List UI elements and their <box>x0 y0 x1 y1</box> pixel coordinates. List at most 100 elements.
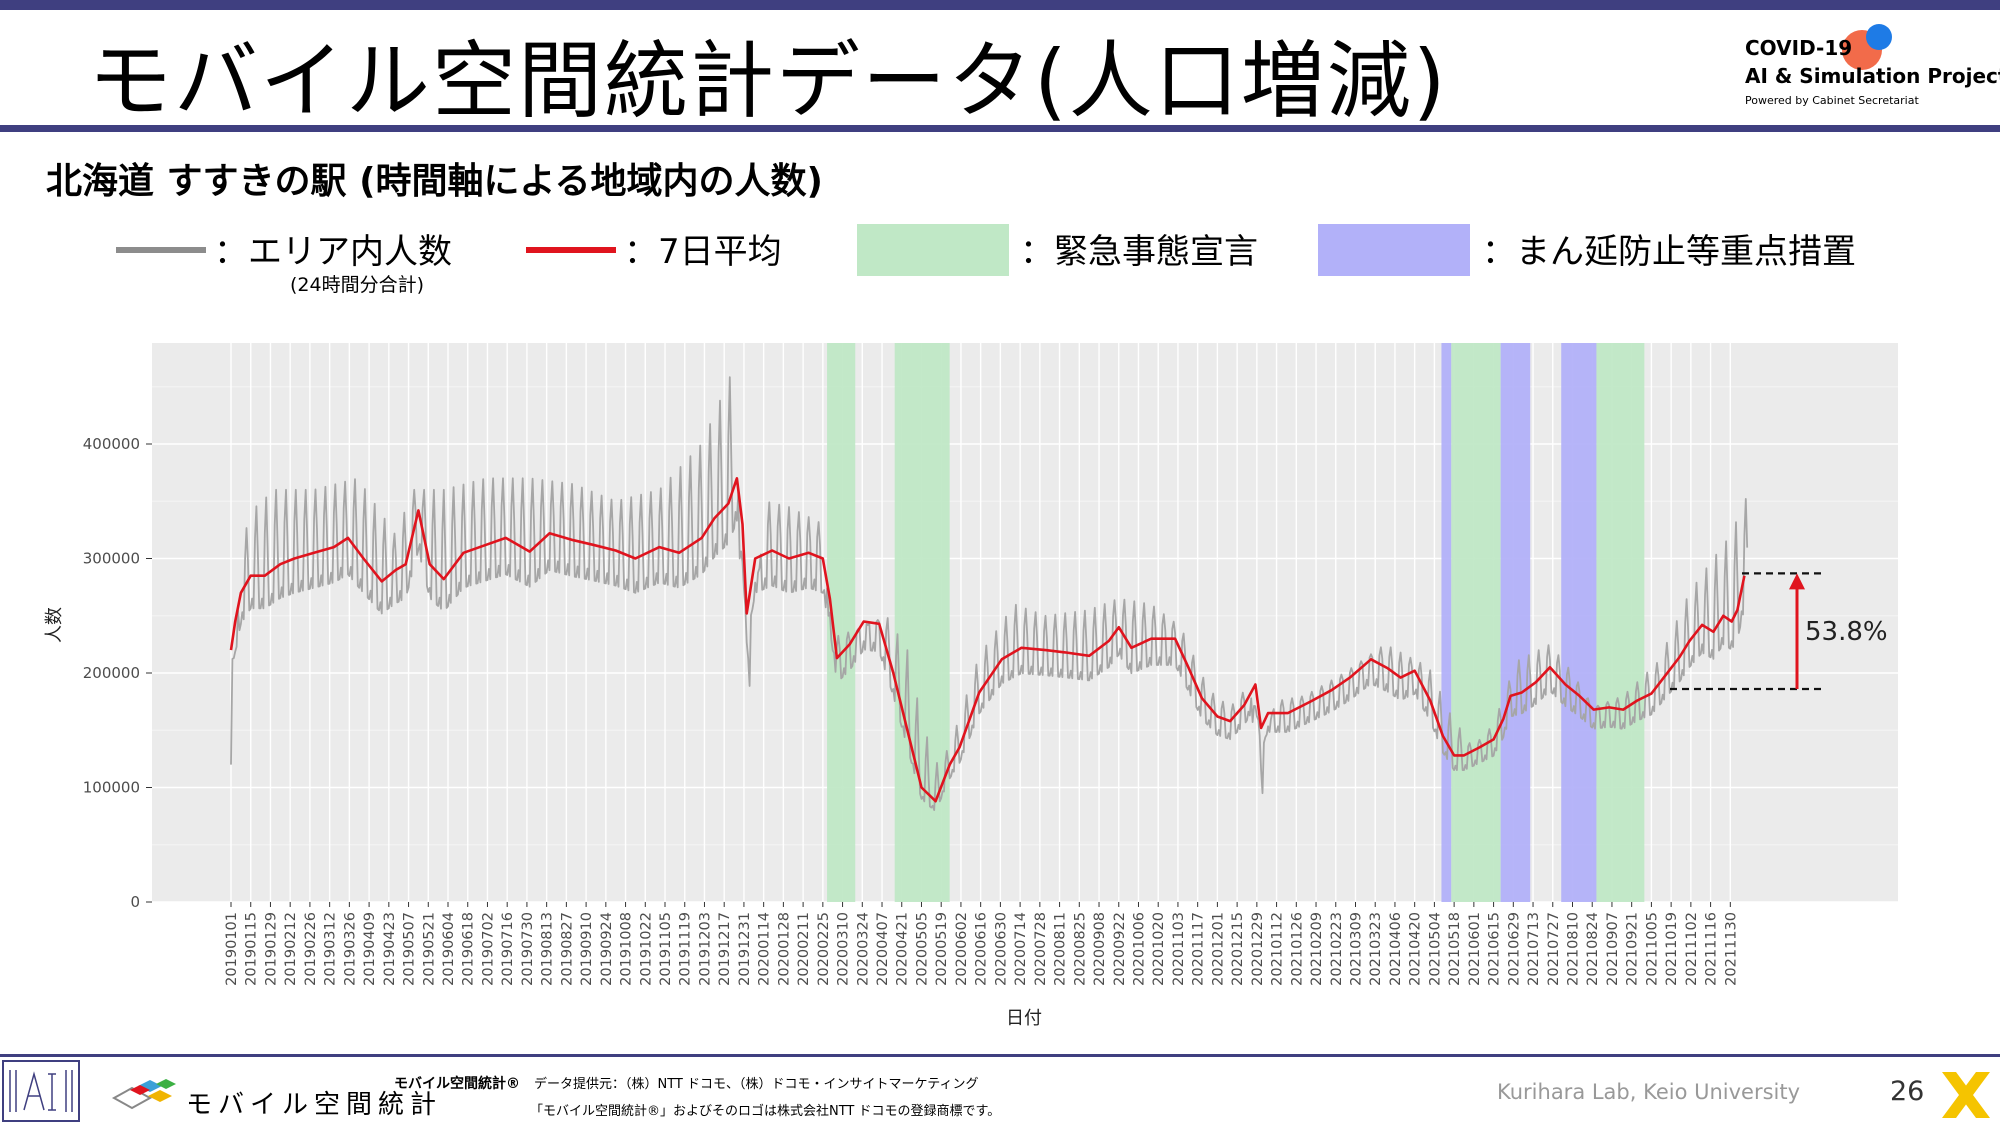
x-tick-label: 20200908 <box>1092 912 1108 986</box>
logo-blue-dot <box>1866 24 1892 50</box>
x-tick-label: 20191119 <box>678 912 694 986</box>
x-tick-label: 20191022 <box>638 912 654 986</box>
x-tick-label: 20200811 <box>1053 912 1069 986</box>
x-axis-label: 日付 <box>1006 1008 1042 1029</box>
x-tick-label: 20190716 <box>500 912 516 986</box>
x-tick-label: 20201117 <box>1191 912 1207 986</box>
x-tick-label: 20191105 <box>658 912 674 986</box>
x-tick-label: 20210810 <box>1565 912 1581 986</box>
x-tick-label: 20200310 <box>836 912 852 986</box>
x-tick-label: 20190924 <box>599 912 615 986</box>
data-provider: データ提供元：（株）NTT ドコモ、（株）ドコモ・インサイトマーケティング <box>534 1077 979 1092</box>
x-tick-label: 20190521 <box>421 912 437 986</box>
x-tick-label: 20210921 <box>1625 912 1641 986</box>
x-tick-label: 20190604 <box>441 912 457 986</box>
x-tick-label: 20200324 <box>855 912 871 986</box>
legend-avg-label: ：7日平均 <box>624 232 782 272</box>
x-tick-label: 20190702 <box>480 912 496 986</box>
x-tick-label: 20190730 <box>520 912 536 986</box>
emergency-period-band <box>894 343 950 902</box>
logo-line2: AI & Simulation Project <box>1745 64 2000 88</box>
x-tick-label: 20190827 <box>559 912 575 986</box>
x-tick-label: 20201229 <box>1250 912 1266 986</box>
trademark-note: 「モバイル空間統計®」およびそのロゴは株式会社NTT ドコモの登録商標です。 <box>530 1104 1001 1119</box>
x-tick-label: 20190115 <box>244 912 260 986</box>
x-tick-label: 20210323 <box>1368 912 1384 986</box>
priority-period-band <box>1441 343 1452 902</box>
x-tick-label: 20200825 <box>1072 912 1088 986</box>
trademark-title: モバイル空間統計® <box>394 1076 520 1092</box>
x-tick-label: 20191008 <box>619 912 635 986</box>
x-tick-label: 20210406 <box>1388 912 1404 986</box>
priority-period-band <box>1500 343 1531 902</box>
emergency-period-band <box>1596 343 1645 902</box>
y-tick-label: 200000 <box>83 664 140 682</box>
x-tick-label: 20210601 <box>1467 912 1483 986</box>
mobile-stat-logo-icon <box>111 1079 176 1110</box>
x-tick-label: 20200922 <box>1112 912 1128 986</box>
x-tick-label: 20190618 <box>461 912 477 986</box>
y-tick-label: 0 <box>130 893 140 911</box>
x-tick-label: 20210727 <box>1546 912 1562 986</box>
x-tick-label: 20200128 <box>776 912 792 986</box>
covid-ai-logo: COVID-19 AI & Simulation Project Powered… <box>1745 24 2000 114</box>
y-tick-label: 400000 <box>83 435 140 453</box>
x-tick-label: 20200407 <box>875 912 891 986</box>
x-tick-label: 20200211 <box>796 912 812 986</box>
legend-raw-sublabel: (24時間分合計) <box>290 274 425 296</box>
x-tick-label: 20211116 <box>1704 912 1720 986</box>
x-tick-label: 20190326 <box>342 912 358 986</box>
mobile-stat-logo-text: モバイル空間統計 <box>186 1090 443 1120</box>
x-tick-label: 20200519 <box>934 912 950 986</box>
x-tick-label: 20201103 <box>1171 912 1187 986</box>
x-tick-label: 20211130 <box>1723 912 1739 986</box>
logo-line3: Powered by Cabinet Secretariat <box>1745 94 1919 107</box>
legend-emergency-label: ：緊急事態宣言 <box>1020 232 1258 272</box>
annotation-arrow-head <box>1789 573 1805 590</box>
x-tick-label: 20210615 <box>1487 912 1503 986</box>
chart-subtitle: 北海道 すすきの駅 (時間軸による地域内の人数) <box>46 161 823 202</box>
x-tick-label: 20200616 <box>974 912 990 986</box>
x-tick-label: 20190129 <box>263 912 279 986</box>
x-tick-label: 20191217 <box>717 912 733 986</box>
x-tick-label: 20201020 <box>1151 912 1167 986</box>
x-tick-label: 20210223 <box>1329 912 1345 986</box>
x-tick-label: 20190910 <box>579 912 595 986</box>
page-title: モバイル空間統計データ(人口増減) <box>88 32 1448 130</box>
x-tick-label: 20210629 <box>1506 912 1522 986</box>
legend-raw-swatch <box>116 247 206 253</box>
legend-raw-label: ：エリア内人数 <box>214 232 452 272</box>
x-tick-label: 20190312 <box>323 912 339 986</box>
x-tick-label: 20190101 <box>224 912 240 986</box>
x-tick-label: 20200602 <box>954 912 970 986</box>
x-tick-label: 20190813 <box>540 912 556 986</box>
annotation-percentage: 53.8% <box>1805 617 1888 647</box>
logo-line1: COVID-19 <box>1745 36 1853 60</box>
x-tick-label: 20210420 <box>1408 912 1424 986</box>
title-rule <box>0 125 2000 132</box>
x-tick-label: 20210713 <box>1526 912 1542 986</box>
ai-lab-logo <box>2 1060 80 1122</box>
x-tick-label: 20200630 <box>993 912 1009 986</box>
x-tick-label: 20210309 <box>1348 912 1364 986</box>
x-tick-label: 20201006 <box>1131 912 1147 986</box>
priority-period-band <box>1561 343 1597 902</box>
legend-emergency-swatch <box>857 224 1009 276</box>
x-tick-label: 20200714 <box>1013 912 1029 986</box>
footer-rule <box>0 1054 2000 1057</box>
x-tick-label: 20210126 <box>1289 912 1305 986</box>
x-tick-label: 20190226 <box>303 912 319 986</box>
x-tick-label: 20211005 <box>1644 912 1660 986</box>
x-tick-label: 20201215 <box>1230 912 1246 986</box>
x-tick-label: 20211102 <box>1684 912 1700 986</box>
series-avg-line <box>229 477 1746 803</box>
population-chart: 0 100000 200000 300000 400000 20190101 2019011… <box>44 343 1898 1029</box>
x-tick-label: 20200114 <box>757 912 773 986</box>
x-tick-label: 20190212 <box>283 912 299 986</box>
x-tick-label: 20200505 <box>914 912 930 986</box>
x-tick-label: 20200225 <box>816 912 832 986</box>
x-logo-icon <box>1942 1072 1990 1118</box>
top-rule <box>0 0 2000 10</box>
x-tick-label: 20191231 <box>737 912 753 986</box>
x-tick-label: 20210518 <box>1447 912 1463 986</box>
